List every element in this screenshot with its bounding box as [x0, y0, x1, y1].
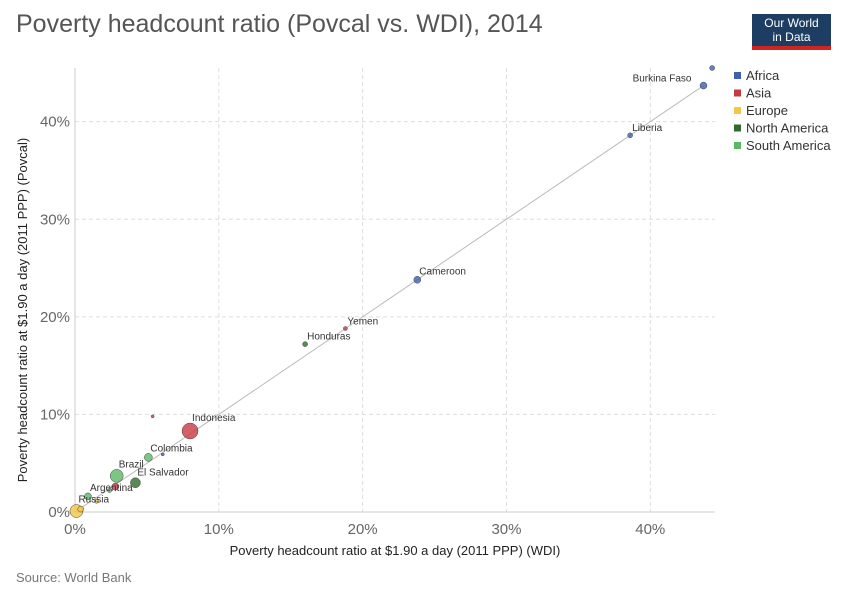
data-point[interactable] — [709, 65, 715, 71]
legend-swatch — [734, 107, 741, 114]
legend-label: Asia — [746, 86, 772, 101]
chart-title: Poverty headcount ratio (Povcal vs. WDI)… — [16, 10, 543, 38]
legend-item[interactable]: Asia — [734, 86, 772, 101]
y-axis-title: Poverty headcount ratio at $1.90 a day (… — [15, 138, 30, 482]
data-point[interactable] — [160, 452, 165, 457]
y-tick-label: 20% — [40, 309, 70, 326]
legend-label: Africa — [746, 68, 780, 83]
x-tick-label: 10% — [204, 521, 234, 538]
grid-lines — [75, 68, 715, 512]
data-point[interactable] — [107, 488, 112, 493]
legend-label: Europe — [746, 103, 788, 118]
x-tick-label: 0% — [64, 521, 86, 538]
reference-line — [74, 85, 704, 513]
point-label: Burkina Faso — [633, 74, 692, 85]
owid-logo[interactable]: Our World in Data — [752, 14, 831, 50]
point-label: Argentina — [90, 483, 133, 494]
x-tick-label: 40% — [635, 521, 665, 538]
data-labels: Burkina Faso Liberia Cameroon Yemen Honduras… — [78, 74, 691, 506]
data-point[interactable] — [130, 477, 141, 488]
legend-item[interactable]: Africa — [734, 68, 780, 83]
legend-item[interactable]: South America — [734, 138, 831, 153]
point-label: Brazil — [119, 459, 144, 470]
legend-swatch — [734, 124, 741, 132]
data-points — [69, 65, 715, 518]
point-label: Honduras — [307, 332, 350, 343]
legend-swatch — [734, 72, 741, 79]
point-label: Liberia — [632, 123, 662, 134]
data-point[interactable] — [111, 482, 120, 491]
logo-line-1: Our World — [764, 16, 819, 30]
logo-line-2: in Data — [772, 30, 811, 44]
y-tick-label: 10% — [40, 406, 70, 423]
x-tick-label: 20% — [348, 521, 378, 538]
identity-line — [74, 85, 704, 513]
data-point[interactable] — [181, 422, 199, 440]
legend-swatch — [734, 142, 741, 149]
data-point[interactable] — [413, 276, 422, 284]
data-point[interactable] — [77, 505, 85, 513]
data-point[interactable] — [343, 326, 348, 331]
y-tick-label: 0% — [48, 504, 70, 521]
source-note: Source: World Bank — [16, 570, 132, 585]
legend: Africa Asia Europe North America South Ameri… — [734, 68, 831, 153]
point-label: Yemen — [347, 317, 378, 328]
legend-item[interactable]: Europe — [734, 103, 788, 118]
legend-label: South America — [746, 138, 831, 153]
point-label: Colombia — [150, 443, 193, 454]
point-label: El Salvador — [137, 468, 189, 479]
data-point[interactable] — [302, 341, 308, 347]
data-point[interactable] — [94, 499, 99, 504]
data-point[interactable] — [627, 132, 633, 139]
data-point[interactable] — [699, 81, 708, 90]
legend-item[interactable]: North America — [734, 121, 829, 136]
point-label: Russia — [78, 495, 109, 506]
point-label: Cameroon — [419, 266, 466, 277]
axes: 0% 10% 20% 30% 40% 0% 10% 20% 30% 40% — [40, 68, 715, 538]
y-tick-label: 30% — [40, 211, 70, 228]
point-label: Indonesia — [192, 413, 236, 424]
data-point[interactable] — [150, 414, 155, 419]
data-point[interactable] — [84, 492, 92, 501]
x-tick-label: 30% — [491, 521, 521, 538]
x-axis-title: Poverty headcount ratio at $1.90 a day (… — [230, 543, 561, 558]
data-point[interactable] — [144, 453, 153, 462]
y-tick-label: 40% — [40, 114, 70, 131]
legend-label: North America — [746, 121, 829, 136]
data-point[interactable] — [109, 469, 124, 483]
legend-swatch — [734, 89, 741, 97]
